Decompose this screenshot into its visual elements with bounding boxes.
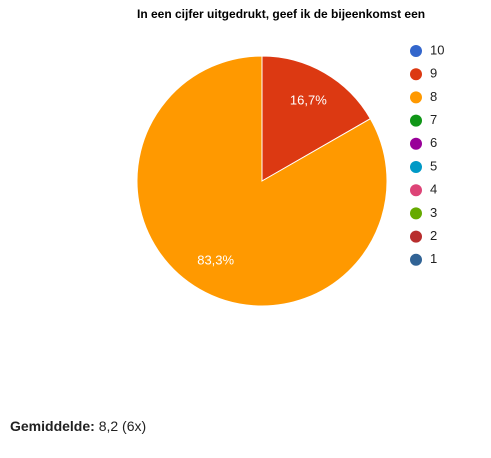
legend-swatch [410, 207, 422, 220]
slice-label: 16,7% [290, 92, 327, 107]
legend-label: 7 [430, 112, 437, 127]
legend-label: 8 [430, 89, 437, 104]
pie-slice [136, 55, 388, 307]
legend-swatch [410, 161, 422, 173]
legend-swatch [410, 253, 422, 266]
legend-swatch [410, 45, 422, 57]
legend-swatch [410, 137, 422, 150]
footer-value: 8,2 (6x) [98, 418, 147, 434]
footer: Gemiddelde: 8,2 (6x) [10, 418, 146, 434]
legend-label: 10 [430, 42, 444, 57]
legend-swatch [410, 184, 422, 197]
legend-label: 6 [430, 135, 437, 150]
legend-label: 9 [430, 66, 437, 81]
legend-label: 4 [430, 182, 437, 197]
chart-title: In een cijfer uitgedrukt, geef ik de bij… [137, 7, 425, 21]
slice-label: 83,3% [197, 252, 234, 267]
legend-label: 1 [430, 251, 437, 266]
pie-slice [261, 55, 372, 182]
legend-label: 2 [430, 228, 437, 243]
legend-label: 5 [430, 158, 437, 173]
legend-swatch [410, 230, 422, 243]
legend-swatch [410, 91, 422, 104]
chart: In een cijfer uitgedrukt, geef ik de bij… [136, 7, 444, 307]
legend-swatch [410, 114, 422, 127]
legend-label: 3 [430, 205, 437, 220]
legend-swatch [410, 68, 422, 81]
footer-label: Gemiddelde: [10, 418, 95, 434]
